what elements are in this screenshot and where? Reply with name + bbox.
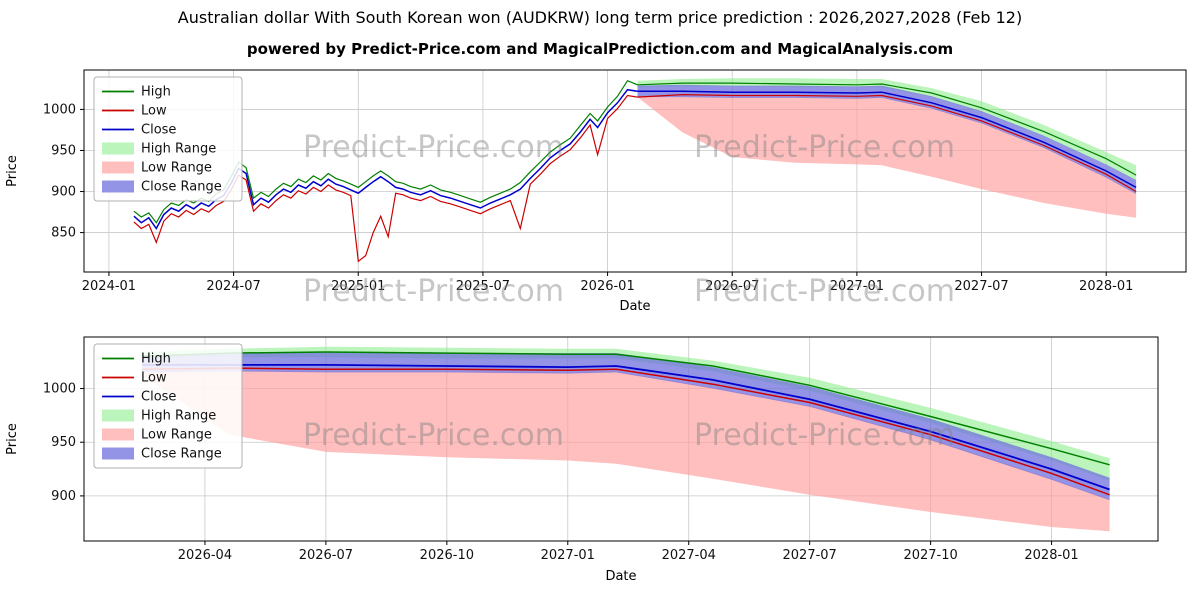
page-subtitle: powered by Predict-Price.com and Magical…	[246, 40, 954, 58]
legend-label: Low Range	[141, 428, 212, 443]
x-tick-label: 2027-10	[903, 548, 957, 563]
legend-patch-sample	[102, 428, 134, 441]
legend-label: Close	[141, 390, 176, 405]
x-tick-label: 2026-07	[705, 279, 759, 294]
x-tick-label: 2028-01	[1079, 279, 1133, 294]
low-line	[142, 367, 1110, 496]
y-tick-label: 850	[51, 226, 76, 241]
x-tick-label: 2024-07	[206, 279, 260, 294]
legend-patch-sample	[102, 180, 134, 193]
low-line	[133, 93, 1137, 263]
x-tick-label: 2026-04	[178, 548, 232, 563]
plot-border	[83, 69, 1187, 273]
x-tick-label: 2027-04	[662, 548, 716, 563]
y-tick-label: 950	[51, 435, 76, 450]
y-tick-label: 900	[51, 185, 76, 200]
x-tick-label: 2027-01	[830, 279, 884, 294]
x-tick-label: 2026-10	[420, 548, 474, 563]
legend-label: Low Range	[141, 161, 212, 176]
x-tick-label: 2028-01	[1024, 548, 1078, 563]
legend-patch-sample	[102, 447, 134, 460]
legend-label: High Range	[141, 142, 216, 157]
legend-label: Close Range	[141, 180, 222, 195]
x-tick-label: 2025-01	[331, 279, 385, 294]
history-and-forecast-chart: 2024-01 2024-07 2025-01 2025-07 2026-01 2026-…	[5, 69, 1187, 314]
y-axis-label: Price	[5, 155, 20, 187]
x-axis-label: Date	[605, 569, 636, 584]
x-tick-label: 2027-07	[783, 548, 837, 563]
x-tick-label: 2027-01	[541, 548, 595, 563]
y-axis-label: Price	[5, 423, 20, 455]
legend-label: Low	[141, 104, 167, 119]
x-axis-label: Date	[619, 299, 650, 314]
y-tick-label: 1000	[43, 382, 76, 397]
legend-label: High Range	[141, 409, 216, 424]
page-title: Australian dollar With South Korean won …	[177, 8, 1023, 27]
legend-patch-sample	[102, 409, 134, 422]
legend-patch-sample	[102, 161, 134, 174]
y-tick-label: 1000	[43, 102, 76, 117]
legend-label: Close Range	[141, 447, 222, 462]
legend-patch-sample	[102, 142, 134, 155]
x-tick-label: 2027-07	[954, 279, 1008, 294]
close-line	[142, 364, 1110, 491]
x-tick-label: 2026-07	[299, 548, 353, 563]
low-range-band	[142, 370, 1110, 532]
high-range-band	[142, 346, 1110, 481]
y-tick-label: 950	[51, 143, 76, 158]
legend-label: High	[141, 352, 171, 367]
y-tick-label: 900	[51, 489, 76, 504]
x-tick-label: 2025-07	[456, 279, 510, 294]
low-range-band	[637, 96, 1137, 218]
high-line	[142, 351, 1110, 466]
plot-border	[83, 336, 1159, 542]
legend-label: Close	[141, 123, 176, 138]
forecast-detail-chart: 2026-04 2026-07 2026-10 2027-01 2027-04 2027-…	[5, 336, 1159, 584]
x-tick-label: 2024-01	[82, 279, 136, 294]
legend-label: High	[141, 85, 171, 100]
legend-label: Low	[141, 371, 167, 386]
high-range-band	[637, 78, 1137, 181]
x-tick-label: 2026-01	[580, 279, 634, 294]
